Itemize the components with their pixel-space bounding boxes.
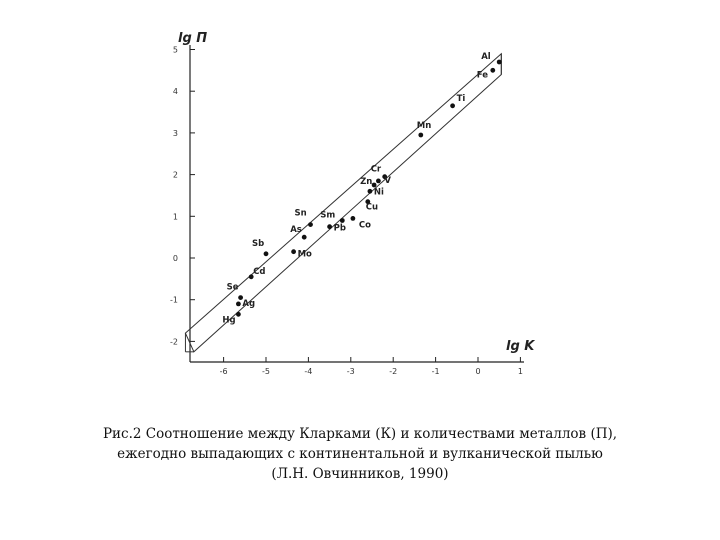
trend-band — [184, 52, 502, 353]
x-tick-label: 1 — [518, 367, 523, 376]
data-point-zn — [371, 182, 377, 188]
data-point-v — [376, 178, 381, 184]
caption-line-3: (Л.Н. Овчинников, 1990) — [271, 466, 449, 482]
point-label-al: Al — [481, 52, 491, 62]
x-tick-label: 0 — [475, 367, 480, 376]
data-point-mn — [418, 132, 424, 138]
y-tick-label: 2 — [173, 171, 178, 180]
chart-axes — [189, 45, 524, 363]
caption-line-2: ежегодно выпадающих с континентальной и … — [117, 446, 603, 462]
caption-line-1: Рис.2 Соотношение между Кларками (К) и к… — [102, 426, 618, 442]
point-label-mo: Mo — [298, 250, 312, 260]
point-label-cu: Cu — [366, 203, 378, 213]
data-point-cr — [382, 174, 388, 180]
point-label-fe: Fe — [477, 70, 488, 80]
point-label-se: Se — [227, 283, 239, 293]
y-tick-label: -1 — [170, 296, 178, 305]
data-point-cd — [248, 274, 254, 280]
data-point-pb — [327, 224, 332, 230]
chart-plot: AlFeTiMnCrVZnNiCuCoSmPbSnAsMoSbCdSeAgHg … — [170, 31, 535, 377]
point-label-sn: Sn — [295, 209, 307, 219]
data-point-sn — [308, 222, 313, 228]
y-tick-label: 4 — [173, 87, 178, 96]
data-point-sm — [339, 218, 345, 223]
x-axis-label: lg K — [506, 339, 535, 354]
x-tick-label: -2 — [389, 367, 397, 376]
data-point-sb — [263, 251, 269, 257]
data-point-as — [301, 234, 307, 240]
y-tick-label: 3 — [173, 129, 178, 138]
point-label-cr: Cr — [371, 165, 382, 175]
point-label-mn: Mn — [417, 121, 432, 131]
figure-caption: Рис.2 Соотношение между Кларками (К) и к… — [100, 424, 620, 484]
data-point-co — [350, 216, 356, 221]
point-label-co: Co — [359, 220, 371, 230]
tick-labels: 5 4 3 2 1 0 -1 -2 -6 -5 -4 -3 -2 -1 0 1 — [170, 46, 523, 377]
x-tick-label: -3 — [347, 367, 355, 376]
data-point-ti — [450, 103, 455, 109]
x-tick-label: -1 — [432, 367, 440, 376]
data-point-al — [496, 59, 502, 65]
point-label-v: V — [384, 176, 391, 186]
point-label-sm: Sm — [320, 211, 335, 221]
data-point-mo — [291, 249, 296, 255]
data-point-ag — [236, 301, 241, 307]
y-tick-label: -2 — [170, 337, 178, 346]
point-label-as: As — [290, 225, 302, 235]
data-point-fe — [490, 67, 496, 73]
point-label-sb: Sb — [252, 239, 264, 249]
y-tick-label: 5 — [173, 46, 178, 55]
data-point-se — [238, 295, 244, 300]
point-label-pb: Pb — [334, 224, 346, 234]
y-tick-label: 0 — [173, 254, 178, 263]
band-outline — [184, 52, 502, 353]
point-label-ni: Ni — [374, 187, 384, 197]
x-tick-label: -6 — [220, 367, 228, 376]
point-label-ti: Ti — [457, 94, 466, 104]
data-point-ni — [367, 188, 373, 194]
data-point-hg — [236, 311, 241, 317]
point-label-cd: Cd — [253, 267, 265, 277]
point-label-hg: Hg — [222, 315, 235, 325]
point-label-zn: Zn — [360, 177, 372, 187]
x-tick-label: -5 — [262, 367, 270, 376]
y-axis-label: lg П — [178, 31, 207, 46]
point-label-ag: Ag — [242, 299, 255, 309]
y-tick-label: 1 — [173, 212, 178, 221]
x-tick-label: -4 — [304, 367, 312, 376]
data-point-cu — [365, 199, 371, 205]
